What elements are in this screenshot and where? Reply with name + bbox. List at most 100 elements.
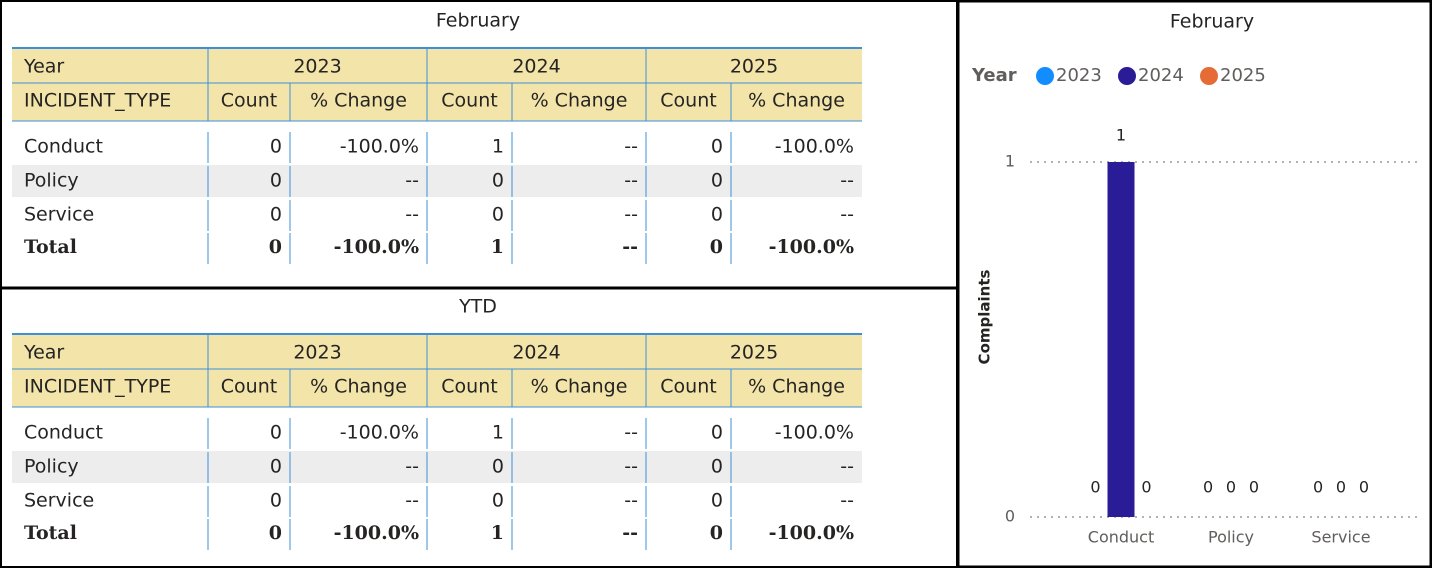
table-cell: -- xyxy=(624,490,638,512)
table-cell: -- xyxy=(624,170,638,192)
data-label: 0 xyxy=(1226,478,1236,497)
data-label: 0 xyxy=(1359,478,1369,497)
table-cell: 0 xyxy=(492,456,504,478)
chart-title: February xyxy=(1170,11,1254,33)
total-cell: 1 xyxy=(491,236,504,258)
column-header: Count xyxy=(660,90,716,112)
table-cell: Conduct xyxy=(24,136,103,158)
data-label: 0 xyxy=(1090,478,1100,497)
right-panel-border xyxy=(956,0,1432,568)
year-header: 2023 xyxy=(293,342,341,364)
table-cell: 0 xyxy=(711,422,723,444)
legend-marker xyxy=(1118,67,1136,85)
table-cell: Policy xyxy=(24,170,79,192)
data-label: 0 xyxy=(1249,478,1259,497)
header-bg xyxy=(12,334,862,407)
column-header: % Change xyxy=(748,376,845,398)
table-cell: -- xyxy=(840,170,854,192)
year-header: 2024 xyxy=(512,342,560,364)
data-label: 0 xyxy=(1336,478,1346,497)
table-cell: -- xyxy=(624,456,638,478)
row-band xyxy=(12,451,862,483)
table-cell: 0 xyxy=(270,136,282,158)
table-cell: Service xyxy=(24,204,94,226)
table-cell: 0 xyxy=(270,456,282,478)
column-header: % Change xyxy=(531,90,628,112)
table-cell: 0 xyxy=(711,170,723,192)
y-tick-label: 0 xyxy=(1005,507,1015,526)
table-cell: 0 xyxy=(270,204,282,226)
x-tick-label: Conduct xyxy=(1088,528,1154,547)
table-cell: -100.0% xyxy=(775,136,854,158)
column-header: Count xyxy=(660,376,716,398)
header-bg xyxy=(12,48,862,121)
bar xyxy=(1107,162,1135,517)
year-label: Year xyxy=(23,56,64,78)
total-cell: -100.0% xyxy=(769,236,854,258)
total-cell: 1 xyxy=(491,522,504,544)
year-header: 2023 xyxy=(293,56,341,78)
legend-label: 2025 xyxy=(1220,65,1266,86)
total-cell: Total xyxy=(24,522,77,544)
table-cell: Conduct xyxy=(24,422,103,444)
legend-title: Year xyxy=(971,65,1017,86)
table-cell: -- xyxy=(624,136,638,158)
row-band xyxy=(12,165,862,197)
table-cell: 0 xyxy=(270,490,282,512)
table-cell: -- xyxy=(840,456,854,478)
total-cell: Total xyxy=(24,236,77,258)
legend-label: 2023 xyxy=(1056,65,1102,86)
total-cell: -100.0% xyxy=(334,522,419,544)
table-cell: -- xyxy=(840,490,854,512)
year-header: 2024 xyxy=(512,56,560,78)
year-header: 2025 xyxy=(730,342,778,364)
data-label: 0 xyxy=(1203,478,1213,497)
y-axis-label: Complaints xyxy=(976,270,994,365)
column-header: Count xyxy=(441,90,497,112)
column-header: Count xyxy=(441,376,497,398)
table-cell: -100.0% xyxy=(340,422,419,444)
table-cell: 0 xyxy=(492,170,504,192)
column-header: % Change xyxy=(748,90,845,112)
x-tick-label: Policy xyxy=(1208,528,1254,547)
table-cell: -- xyxy=(405,456,419,478)
column-header: INCIDENT_TYPE xyxy=(24,90,171,112)
table-cell: -- xyxy=(624,204,638,226)
column-header: INCIDENT_TYPE xyxy=(24,376,171,398)
column-header: % Change xyxy=(310,90,407,112)
table-cell: 0 xyxy=(711,204,723,226)
table-cell: -100.0% xyxy=(340,136,419,158)
table-cell: -- xyxy=(624,422,638,444)
total-cell: 0 xyxy=(269,236,282,258)
legend-marker xyxy=(1200,67,1218,85)
table-cell: -- xyxy=(840,204,854,226)
table-cell: 0 xyxy=(270,170,282,192)
total-cell: 0 xyxy=(710,236,723,258)
table-cell: 0 xyxy=(711,136,723,158)
table-cell: Service xyxy=(24,490,94,512)
table-cell: 0 xyxy=(711,456,723,478)
column-header: Count xyxy=(221,376,277,398)
legend-marker xyxy=(1036,67,1054,85)
table-cell: 0 xyxy=(492,204,504,226)
table-cell: Policy xyxy=(24,456,79,478)
column-header: Count xyxy=(221,90,277,112)
table-cell: -100.0% xyxy=(775,422,854,444)
table-cell: 0 xyxy=(492,490,504,512)
total-cell: -- xyxy=(622,236,638,258)
year-label: Year xyxy=(23,342,64,364)
year-header: 2025 xyxy=(730,56,778,78)
table-cell: 0 xyxy=(711,490,723,512)
column-header: % Change xyxy=(310,376,407,398)
total-cell: -100.0% xyxy=(334,236,419,258)
total-cell: 0 xyxy=(269,522,282,544)
table-cell: -- xyxy=(405,170,419,192)
total-cell: -- xyxy=(622,522,638,544)
total-cell: 0 xyxy=(710,522,723,544)
table-cell: 1 xyxy=(492,136,504,158)
data-label: 1 xyxy=(1116,126,1126,145)
legend-label: 2024 xyxy=(1138,65,1184,86)
data-label: 0 xyxy=(1141,478,1151,497)
data-label: 0 xyxy=(1313,478,1323,497)
